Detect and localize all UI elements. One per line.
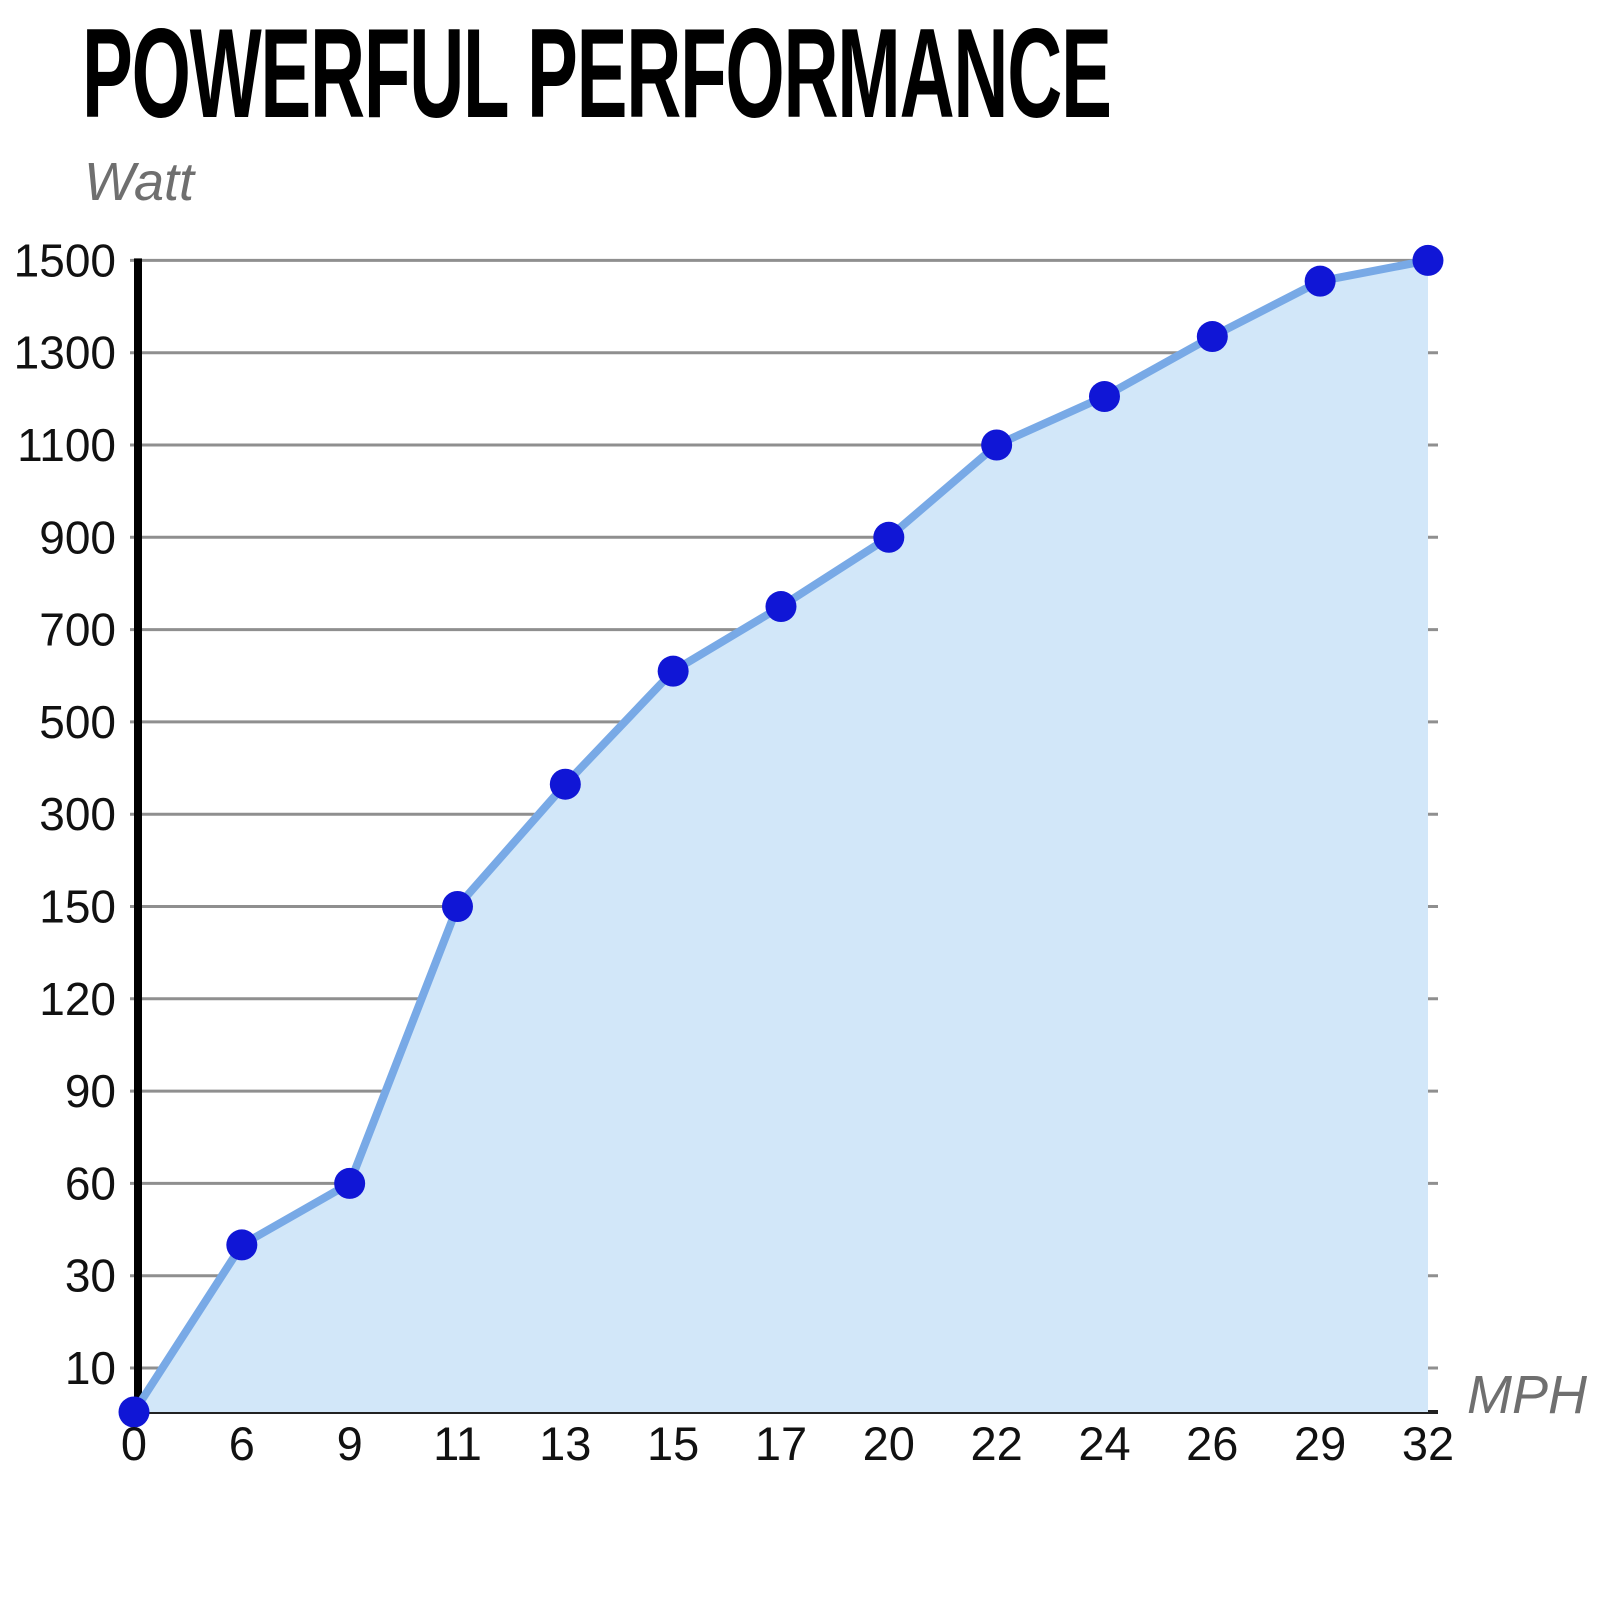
x-tick-label-15: 15 bbox=[647, 1417, 699, 1470]
data-point-marker-20 bbox=[873, 521, 905, 553]
y-tick-label-500: 500 bbox=[39, 696, 116, 748]
y-tick-label-90: 90 bbox=[65, 1065, 116, 1117]
y-tick-label-60: 60 bbox=[65, 1157, 116, 1209]
data-point-marker-29 bbox=[1304, 265, 1336, 297]
x-tick-label-22: 22 bbox=[970, 1417, 1022, 1470]
data-point-marker-6 bbox=[226, 1229, 258, 1261]
x-tick-label-29: 29 bbox=[1294, 1417, 1346, 1470]
y-tick-label-120: 120 bbox=[39, 973, 116, 1025]
data-point-marker-22 bbox=[981, 429, 1013, 461]
data-point-marker-24 bbox=[1088, 381, 1120, 413]
x-tick-label-13: 13 bbox=[539, 1417, 591, 1470]
x-tick-label-24: 24 bbox=[1078, 1417, 1130, 1470]
y-tick-label-700: 700 bbox=[39, 604, 116, 656]
x-tick-label-26: 26 bbox=[1186, 1417, 1238, 1470]
x-tick-label-9: 9 bbox=[337, 1417, 363, 1470]
x-tick-label-20: 20 bbox=[863, 1417, 915, 1470]
page-title: POWERFUL PERFORMANCE bbox=[82, 2, 1112, 144]
y-axis-line bbox=[134, 258, 142, 1414]
data-point-marker-15 bbox=[657, 655, 689, 687]
data-point-marker-32 bbox=[1412, 244, 1444, 276]
y-tick-label-1500: 1500 bbox=[14, 234, 116, 286]
y-tick-label-1300: 1300 bbox=[14, 327, 116, 379]
data-point-marker-9 bbox=[334, 1167, 366, 1199]
y-axis-unit-label: Watt bbox=[84, 152, 195, 212]
x-tick-label-17: 17 bbox=[755, 1417, 807, 1470]
x-tick-label-6: 6 bbox=[229, 1417, 255, 1470]
x-axis-unit-label: MPH bbox=[1467, 1365, 1587, 1425]
x-tick-label-32: 32 bbox=[1402, 1417, 1454, 1470]
data-point-marker-0 bbox=[118, 1396, 150, 1428]
y-tick-label-150: 150 bbox=[39, 881, 116, 933]
y-tick-label-30: 30 bbox=[65, 1250, 116, 1302]
series-area-fill bbox=[134, 260, 1428, 1412]
data-point-marker-17 bbox=[765, 591, 797, 623]
y-tick-label-1100: 1100 bbox=[17, 419, 116, 471]
y-tick-label-10: 10 bbox=[65, 1342, 116, 1394]
data-point-marker-11 bbox=[441, 891, 473, 922]
x-tick-label-0: 0 bbox=[121, 1417, 147, 1470]
x-tick-label-11: 11 bbox=[433, 1417, 482, 1470]
data-point-marker-26 bbox=[1196, 321, 1228, 353]
y-tick-label-300: 300 bbox=[39, 788, 116, 840]
data-point-marker-13 bbox=[549, 768, 581, 800]
y-tick-label-900: 900 bbox=[39, 511, 116, 563]
